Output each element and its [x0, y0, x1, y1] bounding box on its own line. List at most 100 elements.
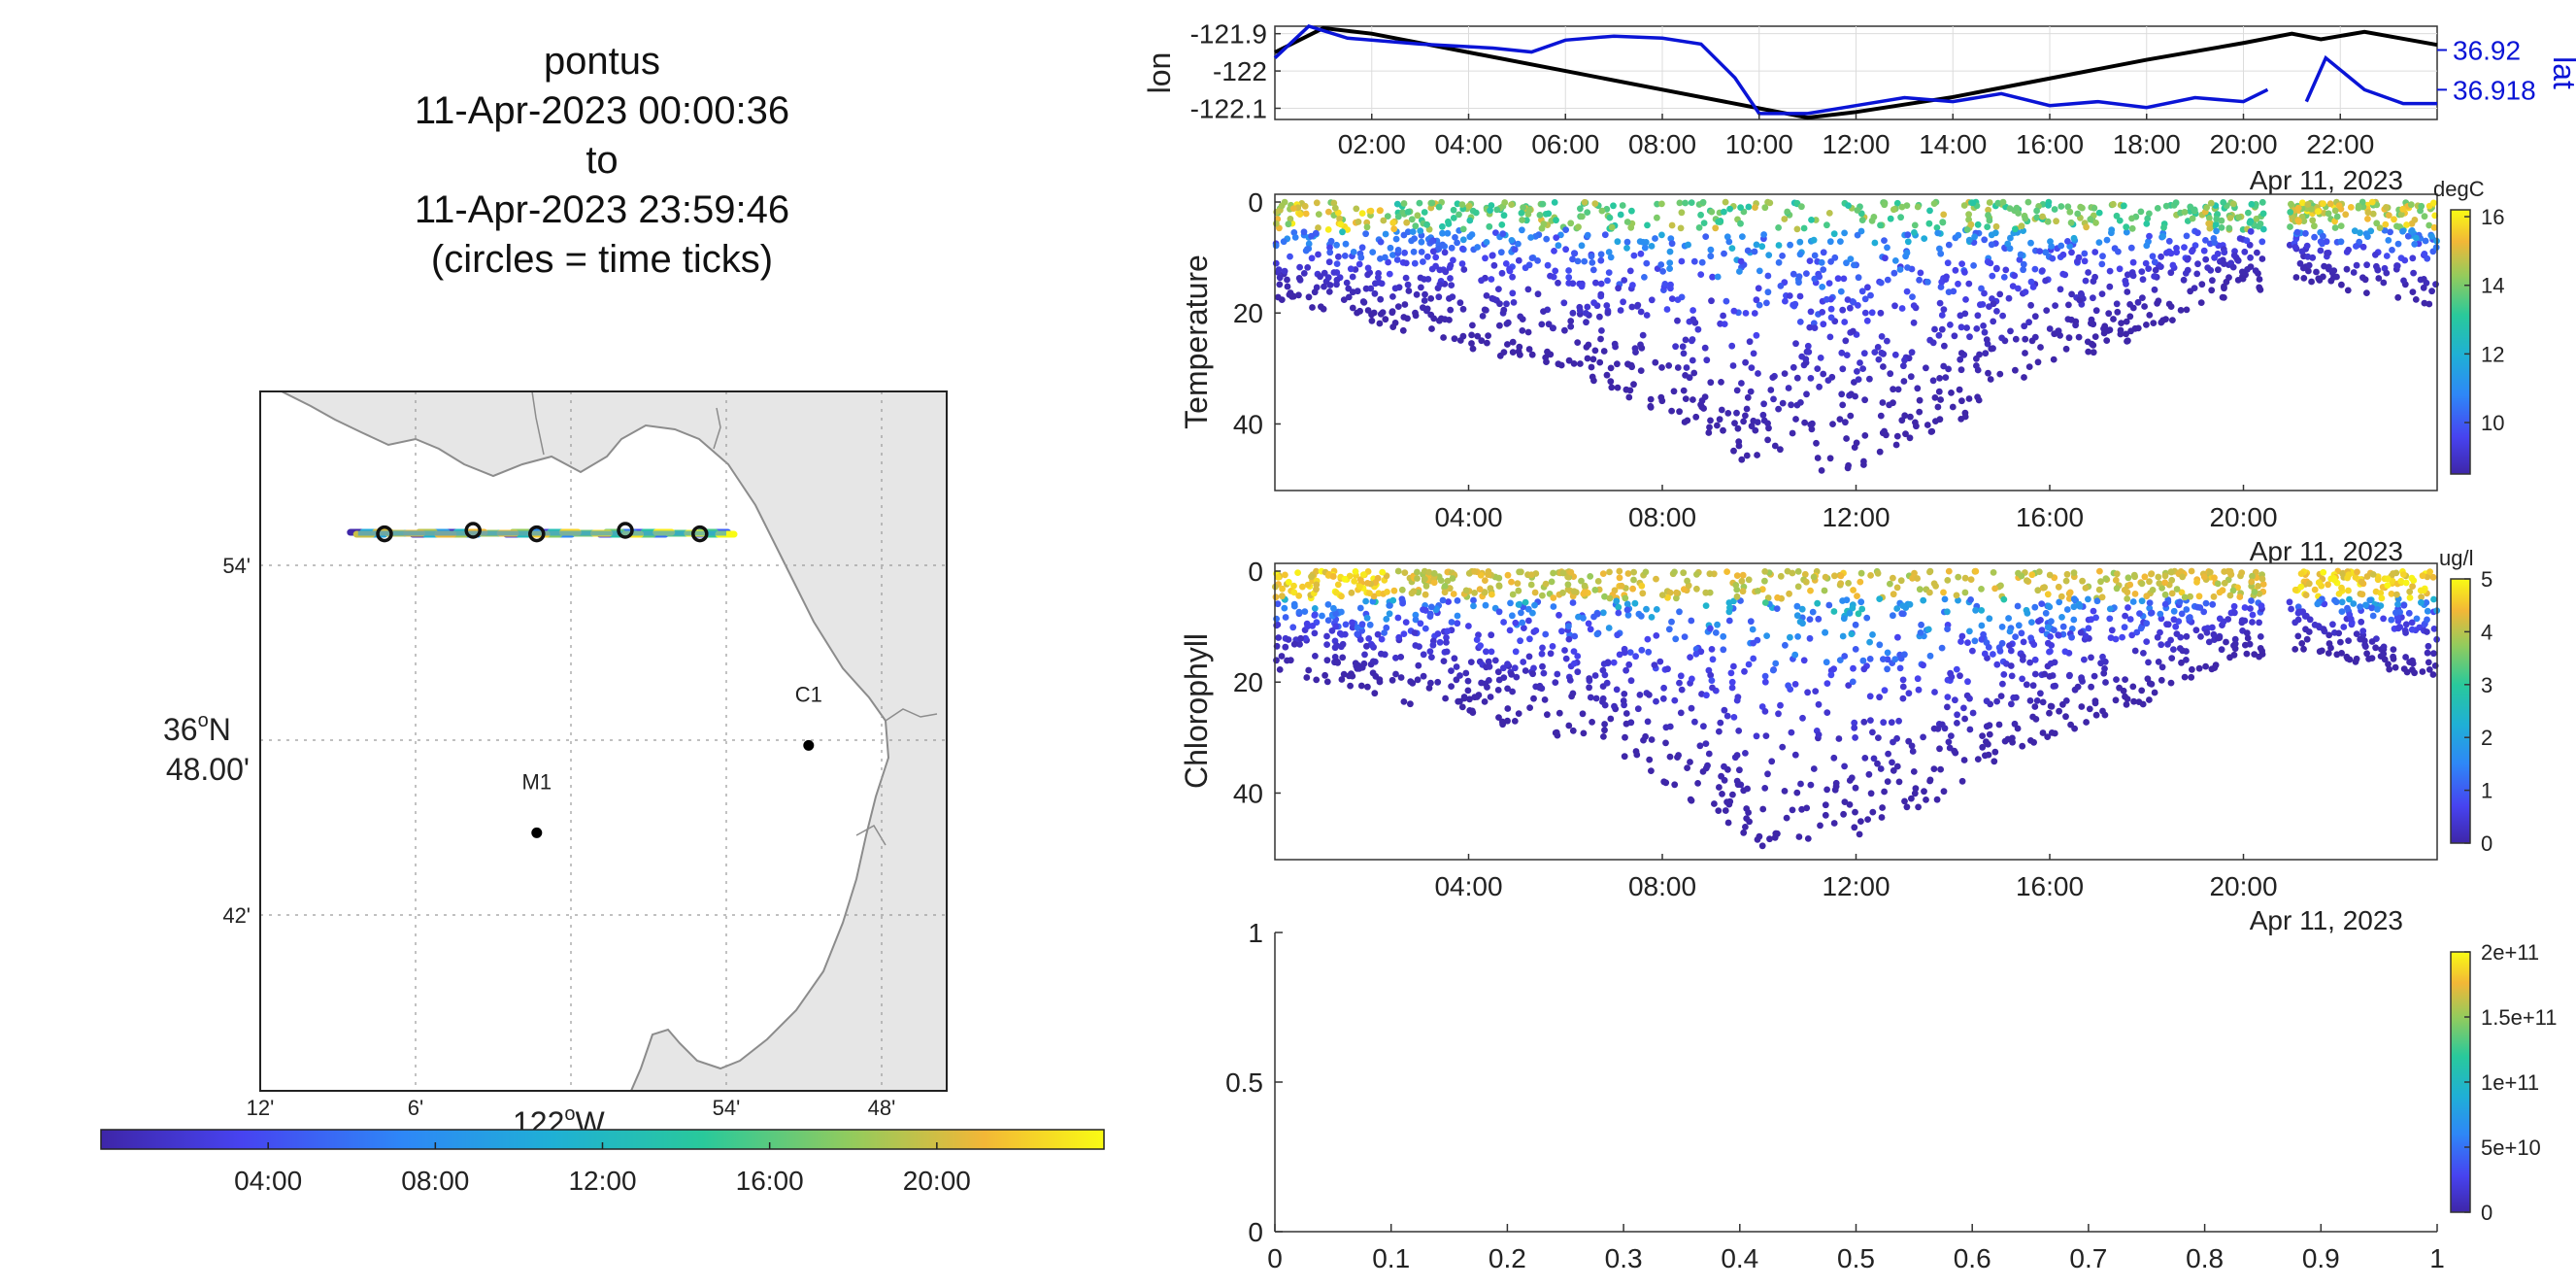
scatter-point	[1791, 651, 1799, 659]
scatter-point	[1509, 612, 1516, 620]
scatter-point	[1795, 279, 1802, 287]
scatter-point	[2335, 591, 2343, 597]
scatter-point	[1464, 677, 1472, 685]
scatter-point	[2393, 222, 2400, 230]
scatter-point	[2384, 582, 2392, 589]
scatter-point	[1413, 290, 1421, 298]
scatter-point	[1504, 341, 1511, 348]
scatter-point	[1764, 436, 1771, 444]
scatter-point	[2123, 318, 2130, 325]
scatter-point	[1412, 222, 1420, 230]
scatter-point	[1733, 696, 1741, 704]
empty-xtick-label: 0.8	[2186, 1243, 2224, 1273]
scatter-point	[2167, 568, 2175, 575]
scatter-point	[1599, 570, 1607, 577]
scatter-point	[2121, 202, 2127, 210]
scatter-point	[1311, 288, 1319, 296]
scatter-point	[1720, 426, 1726, 434]
scatter-point	[1605, 269, 1613, 276]
scatter-point	[2400, 601, 2408, 609]
scatter-point	[1450, 206, 1457, 214]
scatter-point	[1345, 293, 1353, 301]
scatter-point	[1775, 258, 1783, 266]
scatter-point	[2027, 239, 2034, 247]
scatter-point	[1964, 639, 1971, 646]
scatter-point	[1382, 316, 1389, 323]
scatter-point	[1648, 296, 1656, 304]
scatter-point	[1978, 635, 1986, 643]
scatter-point	[2202, 255, 2210, 263]
scatter-point	[1656, 658, 1664, 665]
scatter-point	[2081, 257, 2089, 265]
scatter-point	[1996, 290, 2004, 298]
scatter-point	[2154, 299, 2161, 307]
scatter-point	[2095, 209, 2103, 217]
position-ytick-right-label: 36.92	[2453, 36, 2521, 66]
scatter-point	[2258, 575, 2266, 583]
scatter-point	[1515, 256, 1522, 264]
scatter-point	[1930, 765, 1938, 772]
scatter-point	[1769, 666, 1777, 674]
scatter-point	[2078, 291, 2086, 299]
scatter-point	[1903, 288, 1911, 295]
scatter-point	[2013, 204, 2021, 212]
scatter-point	[1831, 572, 1838, 580]
scatter-point	[1382, 230, 1389, 238]
scatter-point	[2364, 216, 2371, 222]
scatter-point	[2362, 230, 2370, 238]
map-grid	[260, 391, 947, 1091]
scatter-point	[1674, 317, 1681, 324]
scatter-point	[1583, 319, 1589, 326]
scatter-point	[1648, 614, 1656, 621]
empty-ticks: 0 0.1 0.2 0.3 0.4 0.5 0.6 0.7 0.8 0.9 100.51	[1225, 918, 2445, 1273]
scatter-point	[1519, 619, 1526, 627]
scatter-point	[1896, 664, 1904, 672]
scatter-point	[1867, 790, 1875, 797]
scatter-point	[2090, 294, 2096, 302]
scatter-point	[1508, 578, 1515, 586]
scatter-point	[1843, 259, 1850, 267]
scatter-point	[2423, 599, 2430, 606]
scatter-point	[1971, 233, 1978, 241]
scatter-point	[1728, 678, 1736, 686]
scatter-point	[1641, 244, 1649, 252]
scatter-point	[2245, 209, 2252, 217]
scatter-point	[1290, 640, 1298, 648]
scatter-point	[1400, 698, 1408, 705]
scatter-point	[2368, 198, 2376, 206]
scatter-point	[1394, 213, 1402, 220]
scatter-point	[1725, 599, 1733, 606]
scatter-point	[2128, 224, 2136, 232]
scatter-point	[1667, 235, 1675, 243]
scatter-point	[2230, 602, 2238, 610]
position-ytick-left-label: -122	[1213, 56, 1267, 86]
scatter-point	[2124, 288, 2131, 295]
scatter-point	[2091, 204, 2098, 212]
scatter-point	[1910, 768, 1918, 775]
scatter-point	[2221, 283, 2227, 290]
time-tick-circle	[691, 525, 709, 543]
scatter-point	[1530, 695, 1537, 702]
scatter-point	[1323, 641, 1330, 648]
empty-xtick-label: 0.7	[2069, 1243, 2107, 1273]
scatter-point	[1515, 587, 1522, 594]
scatter-point	[1273, 615, 1280, 623]
scatter-point	[1454, 620, 1461, 627]
scatter-point	[1837, 238, 1844, 246]
scatter-point	[1529, 670, 1536, 678]
scatter-point	[1689, 675, 1695, 683]
scatter-point	[1478, 337, 1486, 345]
scatter-point	[1955, 596, 1961, 604]
scatter-point	[1736, 268, 1743, 275]
scatter-point	[1553, 217, 1559, 224]
scatter-point	[2363, 573, 2371, 580]
scatter-point	[2311, 586, 2319, 593]
scatter-point	[2161, 572, 2169, 580]
scatter-point	[1753, 331, 1760, 339]
temperature-ylabel: Temperature	[1179, 254, 1214, 429]
scatter-point	[1490, 261, 1498, 269]
scatter-point	[1891, 656, 1899, 663]
scatter-point	[2177, 307, 2185, 314]
scatter-point	[1474, 332, 1482, 340]
